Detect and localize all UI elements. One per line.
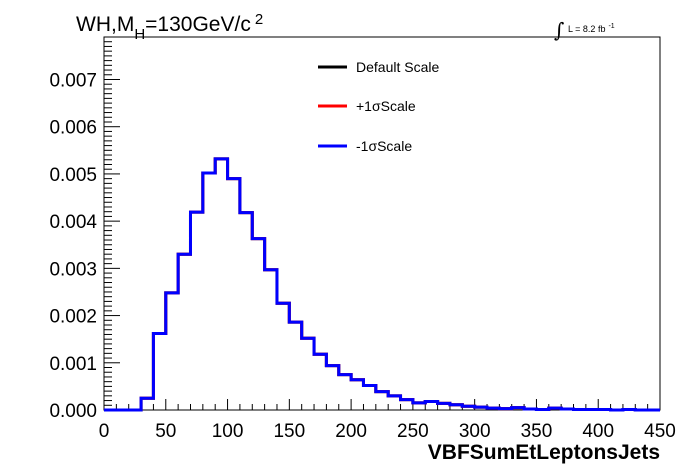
y-tick-label: 0.000 (49, 401, 97, 422)
x-tick-label: 300 (459, 421, 491, 442)
y-tick-label: 0.007 (49, 70, 97, 91)
x-tick-label: 0 (99, 421, 110, 442)
x-axis: 0 50 100 150 200 250 300 350 400 450 (99, 399, 676, 442)
series-minus1sigma-scale (104, 157, 660, 412)
title-rest: =130GeV/c (145, 13, 251, 36)
x-axis-title: VBFSumEtLeptonsJets (428, 441, 660, 464)
series-layer (104, 157, 660, 412)
x-tick-label: 250 (397, 421, 429, 442)
y-tick-label: 0.003 (49, 259, 97, 280)
y-tick-label: 0.006 (49, 118, 97, 139)
lumi-text: L = 8.2 fb (568, 24, 605, 34)
lumi-superscript: -1 (608, 23, 614, 30)
legend: Default Scale +1σScale -1σScale (318, 59, 439, 154)
x-tick-label: 100 (212, 421, 244, 442)
y-tick-label: 0.004 (49, 212, 97, 233)
lumi-label: L = 8.2 fb -1 (568, 23, 615, 34)
lumi-integral-sign: ∫ (554, 18, 564, 42)
x-tick-label: 200 (335, 421, 367, 442)
chart-title: WH,MH=130GeV/c 2 (76, 11, 263, 43)
y-axis: 0.000 0.001 0.002 0.003 0.004 0.005 0.006 0.007 (49, 41, 120, 422)
title-main: WH,M (76, 13, 134, 36)
x-tick-label: 350 (521, 421, 553, 442)
legend-label-default: Default Scale (356, 59, 439, 75)
plot-frame (103, 36, 661, 411)
title-superscript: 2 (255, 11, 263, 28)
title-subscript: H (134, 26, 145, 43)
x-tick-label: 50 (155, 421, 176, 442)
legend-label-minus1sigma: -1σScale (356, 138, 412, 154)
x-tick-label: 150 (273, 421, 305, 442)
x-tick-label: 450 (644, 421, 676, 442)
x-tick-label: 400 (582, 421, 614, 442)
y-tick-label: 0.005 (49, 165, 97, 186)
y-tick-label: 0.002 (49, 307, 97, 328)
y-tick-label: 0.001 (49, 354, 97, 375)
legend-label-plus1sigma: +1σScale (356, 98, 416, 114)
